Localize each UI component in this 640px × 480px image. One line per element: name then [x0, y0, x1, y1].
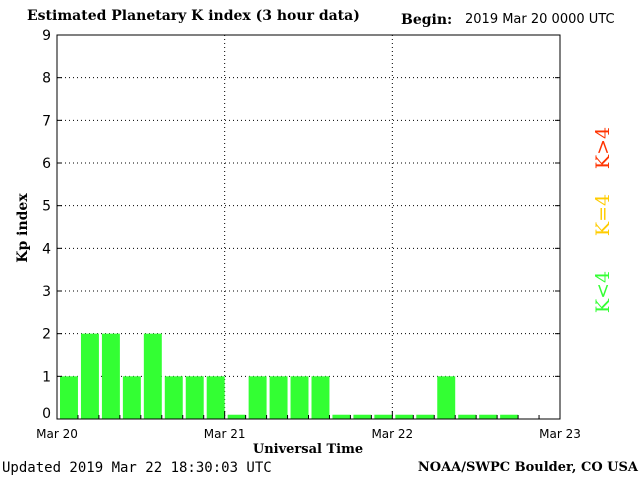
kp-bar [290, 376, 309, 419]
kp-bar [500, 414, 519, 419]
x-tick-label: Mar 22 [371, 427, 413, 441]
chart-title: Estimated Planetary K index (3 hour data… [27, 8, 360, 24]
kp-bar [374, 414, 393, 419]
kp-bar [185, 376, 204, 419]
bar-layer [60, 333, 519, 419]
x-tick-label: Mar 20 [36, 427, 78, 441]
begin-label: Begin: [401, 12, 453, 28]
y-ticks: 0 1 2 3 4 5 6 7 8 9 [42, 28, 560, 422]
y-tick-label: 4 [42, 241, 51, 257]
kp-bar [248, 376, 267, 419]
y-tick-label: 1 [42, 369, 51, 385]
kp-bar [332, 414, 351, 419]
kp-bar [60, 376, 78, 419]
kp-bar [206, 376, 225, 419]
begin-value: 2019 Mar 20 0000 UTC [465, 12, 615, 27]
kp-bar [458, 414, 477, 419]
credit-text: NOAA/SWPC Boulder, CO USA [417, 460, 638, 475]
legend-label: K<4 [592, 271, 614, 313]
x-tick-label: Mar 21 [204, 427, 246, 441]
x-axis-label: Universal Time [253, 442, 363, 457]
kp-bar [269, 376, 288, 419]
y-tick-label: 9 [42, 28, 51, 44]
x-tick-label: Mar 23 [539, 427, 581, 441]
kp-bar [122, 376, 141, 419]
kp-bar [479, 414, 498, 419]
legend-label: K>4 [592, 127, 614, 169]
kp-bar [353, 414, 372, 419]
kp-bar [227, 414, 246, 419]
kp-bar [80, 333, 99, 419]
kp-bar [311, 376, 330, 419]
y-tick-label: 5 [42, 199, 51, 215]
y-tick-label: 0 [42, 406, 51, 422]
y-tick-label: 8 [42, 71, 51, 87]
plot-frame [56, 34, 561, 420]
kp-bar [101, 333, 120, 419]
kp-bar [416, 414, 435, 419]
y-tick-label: 3 [42, 284, 51, 300]
grid-layer [57, 35, 560, 419]
kp-bar [395, 414, 414, 419]
legend: K>4 K=4 K<4 [592, 127, 614, 313]
kp-bar [143, 333, 162, 419]
x-ticks: Mar 20 Mar 21 Mar 22 Mar 23 [36, 411, 581, 441]
updated-timestamp: Updated 2019 Mar 22 18:30:03 UTC [2, 460, 272, 476]
y-tick-label: 6 [42, 156, 51, 172]
kp-bar [164, 376, 183, 419]
y-axis-label: Kp index [15, 193, 31, 263]
y-tick-label: 2 [42, 327, 51, 343]
y-tick-label: 7 [42, 113, 51, 129]
legend-label: K=4 [592, 194, 614, 236]
kp-bar [437, 376, 456, 419]
